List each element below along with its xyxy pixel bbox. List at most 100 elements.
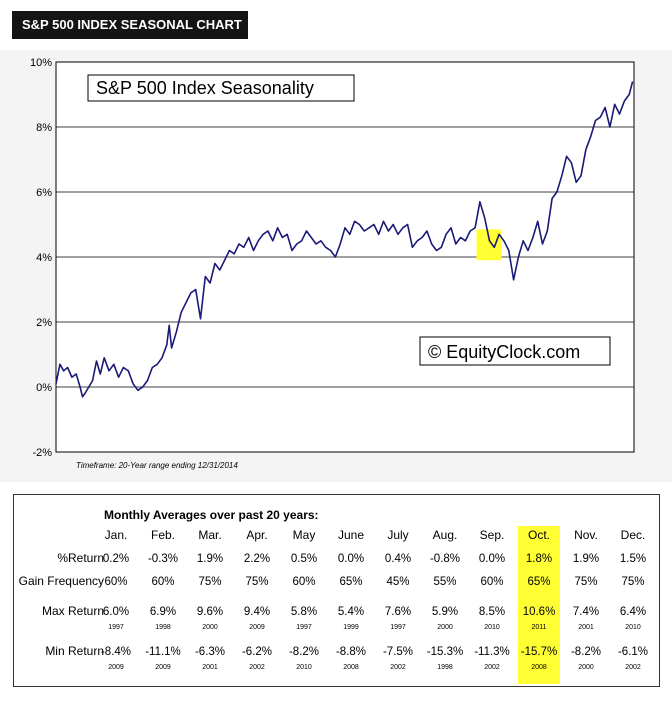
year-cell: 1998 [155, 624, 171, 631]
year-cell: 1998 [437, 664, 453, 671]
month-header: Oct. [528, 528, 550, 542]
timeframe-note: Timeframe: 20-Year range ending 12/31/20… [76, 461, 238, 470]
month-header: Mar. [198, 528, 221, 542]
y-tick-label: 6% [36, 187, 52, 199]
table-cell: 9.6% [197, 606, 223, 618]
table-cell: -7.5% [383, 646, 413, 658]
year-cell: 2009 [108, 664, 124, 671]
table-cell: 1.5% [620, 553, 646, 565]
table-cell: 0.0% [479, 553, 505, 565]
table-cell: -8.2% [289, 646, 319, 658]
table-title: Monthly Averages over past 20 years: [104, 508, 319, 522]
table-cell: -6.3% [195, 646, 225, 658]
table-cell: 60% [104, 576, 127, 588]
table-cell: 0.4% [385, 553, 411, 565]
table-cell: -8.8% [336, 646, 366, 658]
watermark-box: © EquityClock.com [419, 336, 611, 366]
monthly-averages-table: Monthly Averages over past 20 years: Jan… [13, 494, 660, 687]
year-cell: 2008 [531, 664, 547, 671]
table-cell: -8.4% [101, 646, 131, 658]
october-highlight [476, 229, 502, 261]
year-cell: 2002 [625, 664, 641, 671]
row-label: %Return [57, 551, 104, 565]
grid-lines [56, 126, 634, 388]
table-cell: 6.0% [103, 606, 129, 618]
y-tick-label: 2% [36, 317, 52, 329]
series-line [55, 81, 634, 398]
table-cell: 75% [198, 576, 221, 588]
year-cell: 2009 [249, 624, 265, 631]
table-content: Jan. Feb. Mar. Apr. May June July Aug. Sep. Oct. N… [19, 528, 648, 671]
table-cell: 55% [433, 576, 456, 588]
year-cell: 2001 [578, 624, 594, 631]
month-header: Sep. [480, 528, 505, 542]
year-cell: 1997 [296, 624, 312, 631]
y-tick-label: 4% [36, 252, 52, 264]
year-cell: 2000 [437, 624, 453, 631]
table-cell: 60% [151, 576, 174, 588]
table-cell: 0.5% [291, 553, 317, 565]
year-cell: 2008 [343, 664, 359, 671]
table-cell: -15.7% [521, 646, 557, 658]
table-cell: 75% [574, 576, 597, 588]
y-tick-labels: -2% 0% 2% 4% 6% 8% 10% [30, 57, 52, 459]
year-cell: 2011 [531, 624, 546, 631]
table-cell: -6.1% [618, 646, 648, 658]
table-cell: 1.8% [526, 553, 552, 565]
year-cell: 2010 [484, 624, 500, 631]
year-cell: 2010 [625, 624, 641, 631]
table-canvas: Monthly Averages over past 20 years: Jan… [19, 508, 648, 684]
table-cell: 1.9% [197, 553, 223, 565]
table-highlight-layer [518, 526, 560, 684]
table-cell: 60% [292, 576, 315, 588]
table-cell: 7.6% [385, 606, 411, 618]
y-tick-label: 10% [30, 57, 52, 69]
table-cell: -15.3% [427, 646, 463, 658]
chart-panel: -2%0%2%4%6%8%10% JanFebMarAprMayJunJulAu… [0, 50, 672, 482]
table-cell: 5.4% [338, 606, 364, 618]
month-header: Nov. [574, 528, 598, 542]
year-cell: 2002 [484, 664, 500, 671]
watermark: © EquityClock.com [428, 342, 580, 362]
row-label: Max Return [42, 604, 104, 618]
year-cell: 2002 [390, 664, 406, 671]
table-cell: -11.1% [145, 646, 181, 658]
table-cell: 65% [527, 576, 550, 588]
table-cell: 5.9% [432, 606, 458, 618]
table-cell: 6.4% [620, 606, 646, 618]
chart-title-box: S&P 500 Index Seasonality [87, 74, 355, 102]
month-header: Aug. [433, 528, 458, 542]
year-cell: 2009 [155, 664, 171, 671]
year-cell: 2000 [578, 664, 594, 671]
year-cell: 1997 [108, 624, 124, 631]
table-cell: 60% [480, 576, 503, 588]
year-cell: 1999 [343, 624, 359, 631]
month-header: June [338, 528, 364, 542]
month-header: July [387, 528, 408, 542]
page-title: S&P 500 INDEX SEASONAL CHART [12, 11, 248, 39]
y-tick-label: 8% [36, 122, 52, 134]
highlight-layer [476, 229, 502, 261]
table-cell: 5.8% [291, 606, 317, 618]
chart-title: S&P 500 Index Seasonality [96, 78, 314, 98]
y-tick-label: -2% [32, 447, 52, 459]
year-cell: 2000 [202, 624, 218, 631]
table-cell: 10.6% [523, 606, 556, 618]
year-cell: 1997 [390, 624, 406, 631]
table-cell: 45% [386, 576, 409, 588]
seasonality-chart: -2%0%2%4%6%8%10% JanFebMarAprMayJunJulAu… [30, 57, 635, 470]
table-cell: -0.8% [430, 553, 460, 565]
table-cell: 0.2% [103, 553, 129, 565]
year-cell: 2010 [296, 664, 312, 671]
row-label: Gain Frequency [19, 574, 104, 588]
table-cell: -0.3% [148, 553, 178, 565]
table-cell: -11.3% [474, 646, 510, 658]
table-cell: 0.0% [338, 553, 364, 565]
year-cell: 2001 [202, 664, 218, 671]
series-layer [55, 81, 634, 398]
table-cell: 8.5% [479, 606, 505, 618]
row-label: Min Return [45, 644, 104, 658]
table-cell: -8.2% [571, 646, 601, 658]
month-header: Dec. [621, 528, 646, 542]
month-header: Apr. [246, 528, 267, 542]
